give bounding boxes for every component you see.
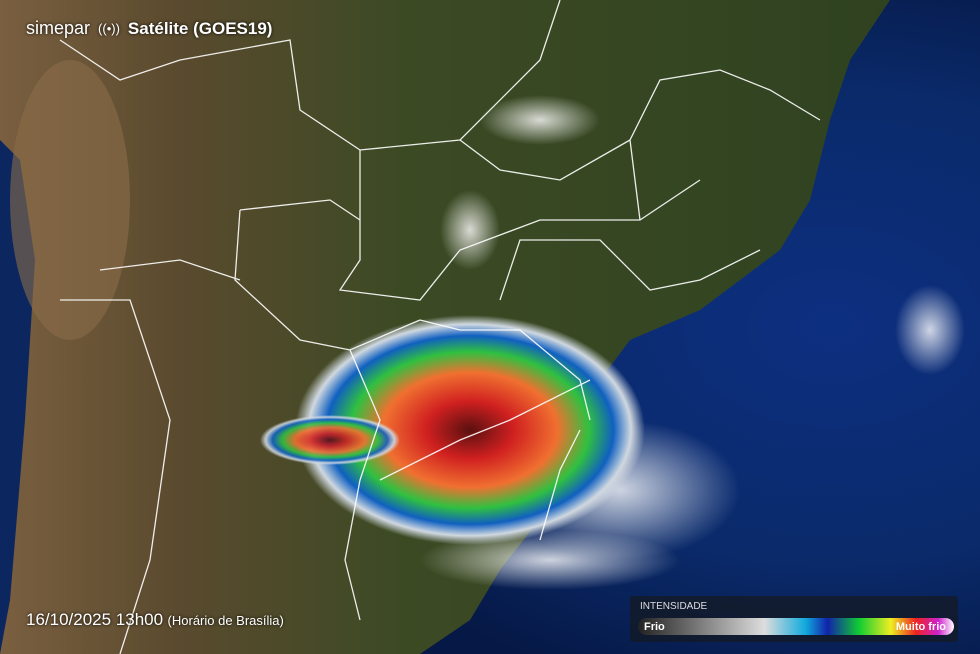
legend-low: Frio: [644, 621, 665, 633]
cloud: [420, 530, 680, 590]
andes: [10, 60, 130, 340]
timestamp-box: 16/10/2025 13h00 (Horário de Brasília): [26, 610, 284, 630]
cloud: [480, 95, 600, 145]
legend-title: INTENSIDADE: [640, 601, 708, 612]
legend-high: Muito frio: [895, 621, 946, 633]
borders: [59, 0, 821, 654]
brand-name: simepar: [26, 18, 91, 38]
storm-system: [295, 315, 645, 545]
timezone: (Horário de Brasília): [167, 613, 284, 628]
cloud: [440, 190, 500, 270]
cloud: [895, 285, 965, 375]
color-scale: [638, 618, 954, 635]
broadcast-icon: ((•)): [98, 21, 120, 36]
legend: INTENSIDADE Frio Muito frio: [630, 596, 958, 642]
storm-system: [260, 415, 400, 465]
header: simepar ((•)) Satélite (GOES19): [26, 18, 272, 39]
timestamp: 16/10/2025 13h00: [26, 610, 164, 629]
product-title: Satélite (GOES19): [127, 18, 273, 38]
